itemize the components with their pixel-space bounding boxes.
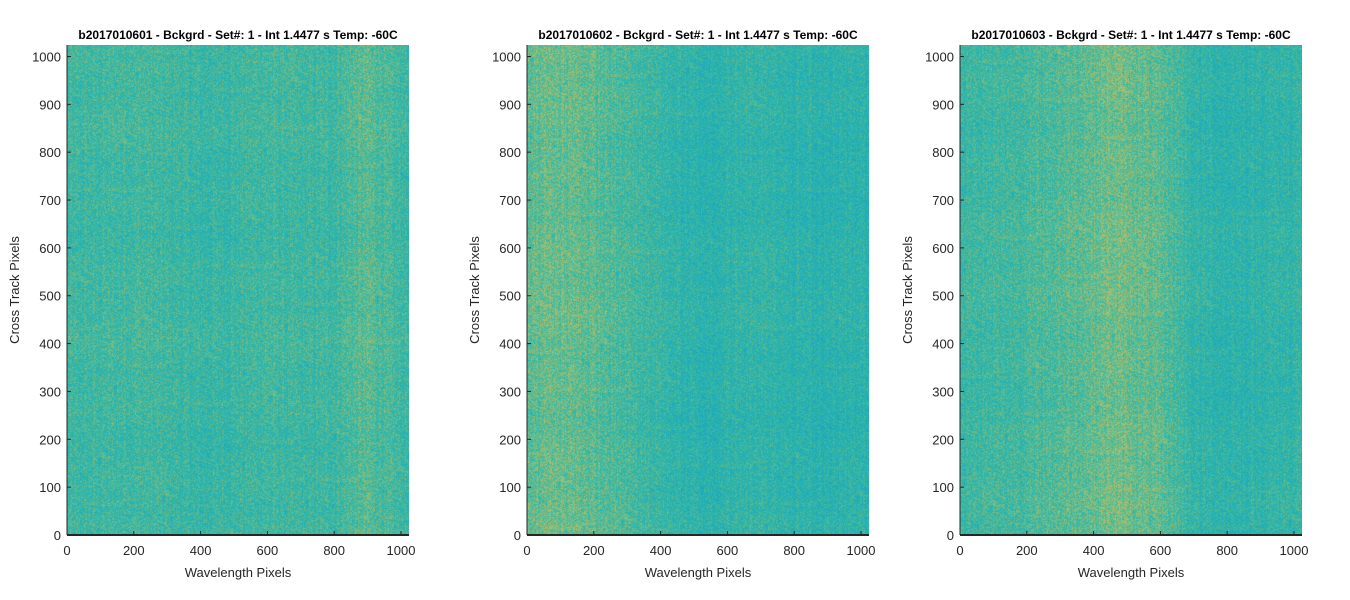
x-tick-label: 0 bbox=[63, 543, 70, 558]
x-tick-label: 800 bbox=[783, 543, 805, 558]
y-tick-label: 800 bbox=[499, 145, 521, 160]
heatmap-image bbox=[67, 45, 409, 535]
x-tick-label: 600 bbox=[257, 543, 279, 558]
x-tick-label: 1000 bbox=[387, 543, 416, 558]
y-axis-label: Cross Track Pixels bbox=[7, 236, 22, 344]
x-tick-label: 0 bbox=[523, 543, 530, 558]
axes bbox=[526, 45, 869, 536]
axes bbox=[959, 45, 1302, 536]
chart-title: b2017010602 - Bckgrd - Set#: 1 - Int 1.4… bbox=[538, 28, 858, 42]
x-axis-label: Wavelength Pixels bbox=[185, 565, 292, 580]
y-tick-label: 900 bbox=[499, 97, 521, 112]
x-tick-label: 200 bbox=[123, 543, 145, 558]
heatmap-raster bbox=[67, 45, 409, 535]
panel-1: b2017010601 - Bckgrd - Set#: 1 - Int 1.4… bbox=[7, 28, 415, 580]
y-tick-label: 1000 bbox=[32, 49, 61, 64]
x-axis-label: Wavelength Pixels bbox=[645, 565, 752, 580]
panel-3: b2017010603 - Bckgrd - Set#: 1 - Int 1.4… bbox=[900, 28, 1308, 580]
axes bbox=[66, 45, 409, 536]
y-tick-label: 200 bbox=[499, 432, 521, 447]
y-tick-label: 200 bbox=[39, 432, 61, 447]
y-axis-label: Cross Track Pixels bbox=[900, 236, 915, 344]
y-tick-label: 700 bbox=[932, 193, 954, 208]
y-tick-label: 100 bbox=[932, 480, 954, 495]
y-tick-label: 100 bbox=[39, 480, 61, 495]
x-tick-label: 600 bbox=[717, 543, 739, 558]
x-tick-label: 200 bbox=[1016, 543, 1038, 558]
x-tick-label: 400 bbox=[650, 543, 672, 558]
y-tick-label: 300 bbox=[39, 384, 61, 399]
y-tick-label: 300 bbox=[932, 384, 954, 399]
y-tick-label: 1000 bbox=[925, 49, 954, 64]
y-ticks: 0 100 200 300 400 500 600 700 800 900 1000 bbox=[492, 49, 531, 543]
y-tick-label: 100 bbox=[499, 480, 521, 495]
chart-title: b2017010601 - Bckgrd - Set#: 1 - Int 1.4… bbox=[78, 28, 398, 42]
y-tick-label: 700 bbox=[499, 193, 521, 208]
x-ticks: 0 200 400 600 800 1000 bbox=[956, 531, 1308, 558]
y-tick-label: 600 bbox=[39, 241, 61, 256]
x-tick-label: 1000 bbox=[1280, 543, 1309, 558]
y-tick-label: 400 bbox=[39, 337, 61, 352]
x-axis-label: Wavelength Pixels bbox=[1078, 565, 1185, 580]
x-ticks: 0 200 400 600 800 1000 bbox=[63, 531, 415, 558]
y-tick-label: 800 bbox=[39, 145, 61, 160]
y-ticks: 0 100 200 300 400 500 600 700 800 900 1000 bbox=[925, 49, 964, 543]
y-tick-label: 0 bbox=[54, 528, 61, 543]
x-tick-label: 0 bbox=[956, 543, 963, 558]
y-tick-label: 1000 bbox=[492, 49, 521, 64]
x-tick-label: 800 bbox=[1216, 543, 1238, 558]
y-tick-label: 400 bbox=[932, 337, 954, 352]
x-tick-label: 1000 bbox=[847, 543, 876, 558]
y-tick-label: 600 bbox=[499, 241, 521, 256]
y-tick-label: 800 bbox=[932, 145, 954, 160]
x-tick-label: 600 bbox=[1150, 543, 1172, 558]
heatmap-raster bbox=[960, 45, 1302, 535]
x-tick-label: 800 bbox=[323, 543, 345, 558]
y-ticks: 0 100 200 300 400 500 600 700 800 900 1000 bbox=[32, 49, 71, 543]
heatmap-raster bbox=[527, 45, 869, 535]
x-tick-label: 200 bbox=[583, 543, 605, 558]
y-tick-label: 500 bbox=[39, 289, 61, 304]
y-tick-label: 500 bbox=[499, 289, 521, 304]
y-tick-label: 200 bbox=[932, 432, 954, 447]
chart-title: b2017010603 - Bckgrd - Set#: 1 - Int 1.4… bbox=[971, 28, 1291, 42]
x-tick-label: 400 bbox=[190, 543, 212, 558]
y-tick-label: 0 bbox=[947, 528, 954, 543]
y-tick-label: 0 bbox=[514, 528, 521, 543]
y-tick-label: 600 bbox=[932, 241, 954, 256]
heatmap-image bbox=[960, 45, 1302, 535]
x-tick-label: 400 bbox=[1083, 543, 1105, 558]
panel-2: b2017010602 - Bckgrd - Set#: 1 - Int 1.4… bbox=[467, 28, 875, 580]
heatmap-image bbox=[527, 45, 869, 535]
y-tick-label: 900 bbox=[932, 97, 954, 112]
y-tick-label: 900 bbox=[39, 97, 61, 112]
y-tick-label: 500 bbox=[932, 289, 954, 304]
y-tick-label: 300 bbox=[499, 384, 521, 399]
x-ticks: 0 200 400 600 800 1000 bbox=[523, 531, 875, 558]
y-tick-label: 700 bbox=[39, 193, 61, 208]
y-tick-label: 400 bbox=[499, 337, 521, 352]
y-axis-label: Cross Track Pixels bbox=[467, 236, 482, 344]
